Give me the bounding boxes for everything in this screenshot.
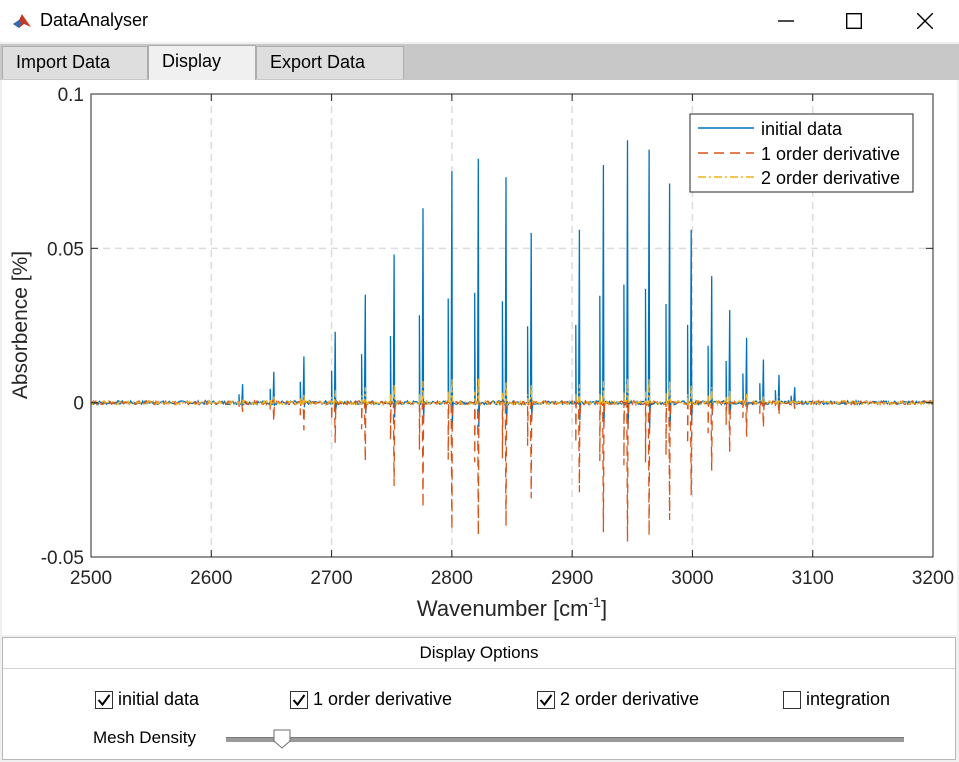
mesh-density-slider-thumb[interactable] xyxy=(273,729,291,749)
checkbox-2-order-derivative-box[interactable] xyxy=(537,690,555,709)
y-axis-label: Absorbence [%] xyxy=(9,251,32,399)
close-icon xyxy=(917,13,933,29)
checkbox-integration-box[interactable] xyxy=(783,690,801,709)
legend-label-2-order: 2 order derivative xyxy=(761,168,900,188)
x-tick-label: 3100 xyxy=(792,568,834,589)
minimize-icon xyxy=(778,20,794,22)
checkbox-integration-label: integration xyxy=(806,689,891,709)
maximize-button[interactable] xyxy=(831,0,877,42)
minimize-button[interactable] xyxy=(763,0,809,42)
checkbox-initial-data-box[interactable] xyxy=(95,690,113,709)
y-tick-label: 0.05 xyxy=(47,239,84,260)
x-tick-label: 2800 xyxy=(431,568,473,589)
x-tick-label: 2900 xyxy=(551,568,593,589)
checkbox-initial-data[interactable]: initial data xyxy=(95,689,199,710)
x-tick-label: 3200 xyxy=(912,568,954,589)
axes-box xyxy=(90,93,934,558)
display-panel: 2500 2600 2700 2800 2900 3000 3100 3200 -0.05 0 0.… xyxy=(2,80,957,635)
display-options-panel: Display Options initial data 1 order der… xyxy=(2,637,956,760)
title-bar: DataAnalyser xyxy=(0,0,959,42)
checkbox-integration[interactable]: integration xyxy=(783,689,890,710)
window-title: DataAnalyser xyxy=(40,10,149,30)
tab-export-data[interactable]: Export Data xyxy=(256,46,404,79)
y-tick-label: 0.1 xyxy=(58,85,84,106)
x-axis-label: Wavenumber [cm-1] xyxy=(417,594,607,621)
x-tick-label: 2700 xyxy=(310,568,352,589)
checkbox-2-order-derivative[interactable]: 2 order derivative xyxy=(537,689,699,710)
legend-label-initial-data: initial data xyxy=(761,119,843,139)
display-options-title: Display Options xyxy=(3,638,955,669)
checkmark-icon xyxy=(539,693,553,706)
close-button[interactable] xyxy=(902,0,948,42)
legend-label-1-order: 1 order derivative xyxy=(761,144,900,164)
tab-import-data[interactable]: Import Data xyxy=(2,46,148,79)
x-tick-label: 3000 xyxy=(671,568,713,589)
y-tick-label: -0.05 xyxy=(41,548,84,569)
checkmark-icon xyxy=(97,693,111,706)
mesh-density-slider-track[interactable] xyxy=(226,737,904,742)
mesh-density-label: Mesh Density xyxy=(93,728,196,747)
checkbox-initial-data-label: initial data xyxy=(118,689,200,709)
checkmark-icon xyxy=(292,693,306,706)
checkbox-1-order-derivative-label: 1 order derivative xyxy=(313,689,453,709)
x-tick-label: 2600 xyxy=(190,568,232,589)
x-tick-label: 2500 xyxy=(70,568,112,589)
checkbox-2-order-derivative-label: 2 order derivative xyxy=(560,689,700,709)
series-line-1-order-derivative xyxy=(90,398,934,542)
spectrum-chart[interactable]: 2500 2600 2700 2800 2900 3000 3100 3200 -0.05 0 0.… xyxy=(2,80,957,635)
matlab-logo-icon xyxy=(13,14,31,28)
checkbox-1-order-derivative-box[interactable] xyxy=(290,690,308,709)
tab-display[interactable]: Display xyxy=(148,45,256,80)
checkbox-1-order-derivative[interactable]: 1 order derivative xyxy=(290,689,452,710)
legend: initial data 1 order derivative 2 order … xyxy=(689,113,914,193)
series-line-2-order-derivative xyxy=(90,377,934,407)
maximize-icon xyxy=(846,13,862,29)
y-tick-label: 0 xyxy=(73,394,84,415)
